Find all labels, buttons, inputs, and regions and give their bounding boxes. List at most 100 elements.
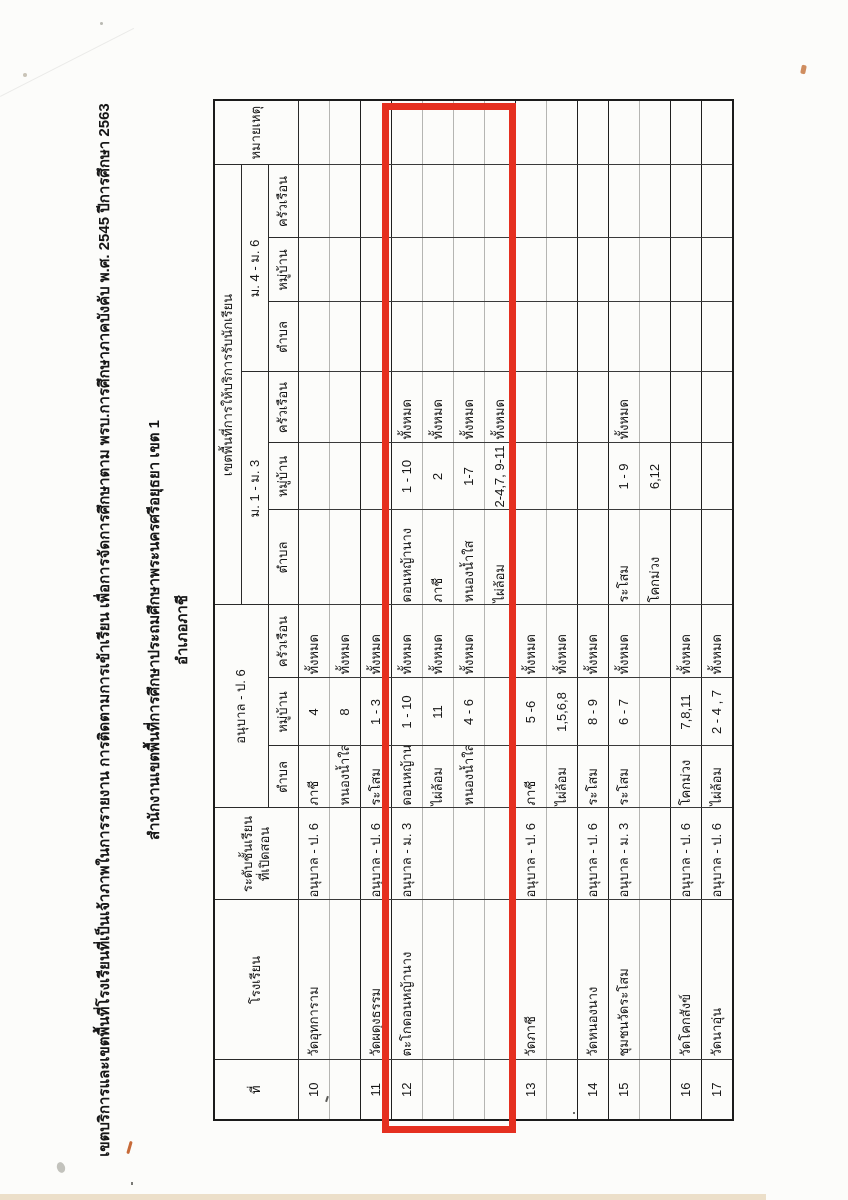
table-cell: 10 xyxy=(298,1060,330,1120)
header-no: ที่ xyxy=(214,1060,299,1120)
table-cell xyxy=(546,510,578,605)
document-title-line3: อำเภอภาชี xyxy=(173,595,191,665)
header-school: โรงเรียน xyxy=(214,900,299,1060)
table-cell: ทั้งหมด xyxy=(577,605,609,678)
table-cell: หนองน้ำใส xyxy=(453,746,485,808)
table-cell xyxy=(484,99,516,165)
table-cell xyxy=(515,238,547,302)
service-area-table: ที่ โรงเรียน ระดับชั้นเรียน ที่เปิดสอน อ… xyxy=(213,98,735,1121)
table-cell: ภาชี xyxy=(515,746,547,808)
header-sub-kruaruean: ครัวเรือน xyxy=(268,605,299,678)
table-cell: 13 xyxy=(515,1060,547,1120)
table-cell: 17 xyxy=(701,1060,734,1120)
table-cell: ตะโกดอนหญ้านาง xyxy=(391,900,423,1060)
table-cell: ระโสม xyxy=(360,746,392,808)
table-cell: อนุบาล - ป. 6 xyxy=(515,808,547,900)
scan-speck xyxy=(23,73,27,77)
table-cell: ทั้งหมด xyxy=(608,605,640,678)
table-cell: โคกม่วง xyxy=(670,746,702,808)
table-cell xyxy=(670,510,702,605)
table-cell: วัดนาอุ่น xyxy=(701,900,734,1060)
table-cell xyxy=(639,900,671,1060)
scan-speck xyxy=(131,1182,133,1185)
table-cell: ระโสม xyxy=(577,746,609,808)
table-cell xyxy=(701,302,734,372)
table-cell xyxy=(608,302,640,372)
table-cell xyxy=(391,302,423,372)
table-cell xyxy=(329,372,361,443)
table-cell xyxy=(546,443,578,510)
table-cell xyxy=(453,808,485,900)
table-cell xyxy=(484,678,516,746)
table-cell: ทั้งหมด xyxy=(453,372,485,443)
table-cell: ทั้งหมด xyxy=(422,372,454,443)
table-cell xyxy=(701,164,734,238)
table-cell: 4 xyxy=(298,678,330,746)
table-cell: ทั้งหมด xyxy=(484,372,516,443)
table-header: ที่ โรงเรียน ระดับชั้นเรียน ที่เปิดสอน อ… xyxy=(214,99,299,1120)
scan-mark xyxy=(800,64,807,75)
document-title-line2: สำนักงานเขตพื้นที่การศึกษาประถมศึกษาพระน… xyxy=(145,420,163,840)
header-group-anuban: อนุบาล - ป. 6 xyxy=(214,605,269,808)
header-sub-tambon: ตำบล xyxy=(268,302,299,372)
table-cell xyxy=(422,302,454,372)
table-row: 17 วัดนาอุ่น อนุบาล - ป. 6 ไผ่ล้อม 2 - 4 , 7… xyxy=(701,99,734,1120)
table-cell xyxy=(329,808,361,900)
table-cell: อนุบาล - ม. 3 xyxy=(391,808,423,900)
table-cell: วัดหนองนาง xyxy=(577,900,609,1060)
table-cell xyxy=(298,372,330,443)
table-body: 10 วัดอุทการาม อนุบาล - ป. 6 ภาชี 4 ทั้งหมด หน… xyxy=(298,99,734,1120)
table-cell xyxy=(484,900,516,1060)
table-cell xyxy=(639,372,671,443)
table-cell xyxy=(577,238,609,302)
table-cell: 1,5,6,8 xyxy=(546,678,578,746)
table-cell: หนองน้ำใส xyxy=(329,746,361,808)
table-cell xyxy=(639,1060,671,1120)
table-cell xyxy=(422,900,454,1060)
table-cell xyxy=(422,1060,454,1120)
table-row: 16 วัดโคกสังข์ อนุบาล - ป. 6 โคกม่วง 7,8,11 ท… xyxy=(670,99,702,1120)
table-cell: ดอนหญ้านาง xyxy=(391,510,423,605)
table-cell xyxy=(422,164,454,238)
table-cell: 14 xyxy=(577,1060,609,1120)
table-cell xyxy=(608,238,640,302)
table-cell: อนุบาล - ป. 6 xyxy=(670,808,702,900)
table-cell: 16 xyxy=(670,1060,702,1120)
scan-speck xyxy=(573,1112,575,1114)
header-remark: หมายเหตุ xyxy=(214,99,299,165)
table-cell xyxy=(453,302,485,372)
table-cell xyxy=(546,99,578,165)
table-cell: 8 xyxy=(329,678,361,746)
table-cell xyxy=(639,678,671,746)
header-group-m1-m3: ม. 1 - ม. 3 xyxy=(241,372,269,605)
table-row-subline: หนองน้ำใส 8 ทั้งหมด xyxy=(329,99,361,1120)
table-cell xyxy=(577,510,609,605)
table-cell xyxy=(639,302,671,372)
table-cell xyxy=(515,510,547,605)
table-cell xyxy=(546,900,578,1060)
table-row: 10 วัดอุทการาม อนุบาล - ป. 6 ภาชี 4 ทั้งหมด xyxy=(298,99,330,1120)
table-row: 13 วัดภาชี อนุบาล - ป. 6 ภาชี 5 -6 ทั้งหมด xyxy=(515,99,547,1120)
table-cell: ทั้งหมด xyxy=(391,605,423,678)
table-cell xyxy=(577,302,609,372)
table-cell xyxy=(329,238,361,302)
table-cell xyxy=(360,443,392,510)
table-cell xyxy=(484,238,516,302)
table-cell: ทั้งหมด xyxy=(360,605,392,678)
rotated-scan-sheet: เขตบริการและเขตพื้นที่โรงเรียนที่เป็นเจ้… xyxy=(88,97,748,1163)
header-service-area: เขตพื้นที่การให้บริการรับนักเรียน xyxy=(214,164,242,605)
table-cell: ไผ่ล้อม xyxy=(484,510,516,605)
table-cell xyxy=(298,302,330,372)
table-cell: ทั้งหมด xyxy=(546,605,578,678)
table-cell xyxy=(391,99,423,165)
table-cell: 1 - 9 xyxy=(608,443,640,510)
table-cell xyxy=(701,510,734,605)
table-cell xyxy=(670,238,702,302)
table-cell: ภาชี xyxy=(422,510,454,605)
table-cell: 5 -6 xyxy=(515,678,547,746)
table-cell: 6,12 xyxy=(639,443,671,510)
table-cell xyxy=(329,900,361,1060)
table-cell xyxy=(422,808,454,900)
header-grade: ระดับชั้นเรียน ที่เปิดสอน xyxy=(214,808,299,900)
table-cell xyxy=(329,302,361,372)
